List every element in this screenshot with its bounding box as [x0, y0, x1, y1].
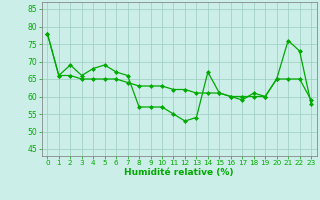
X-axis label: Humidité relative (%): Humidité relative (%) [124, 168, 234, 177]
